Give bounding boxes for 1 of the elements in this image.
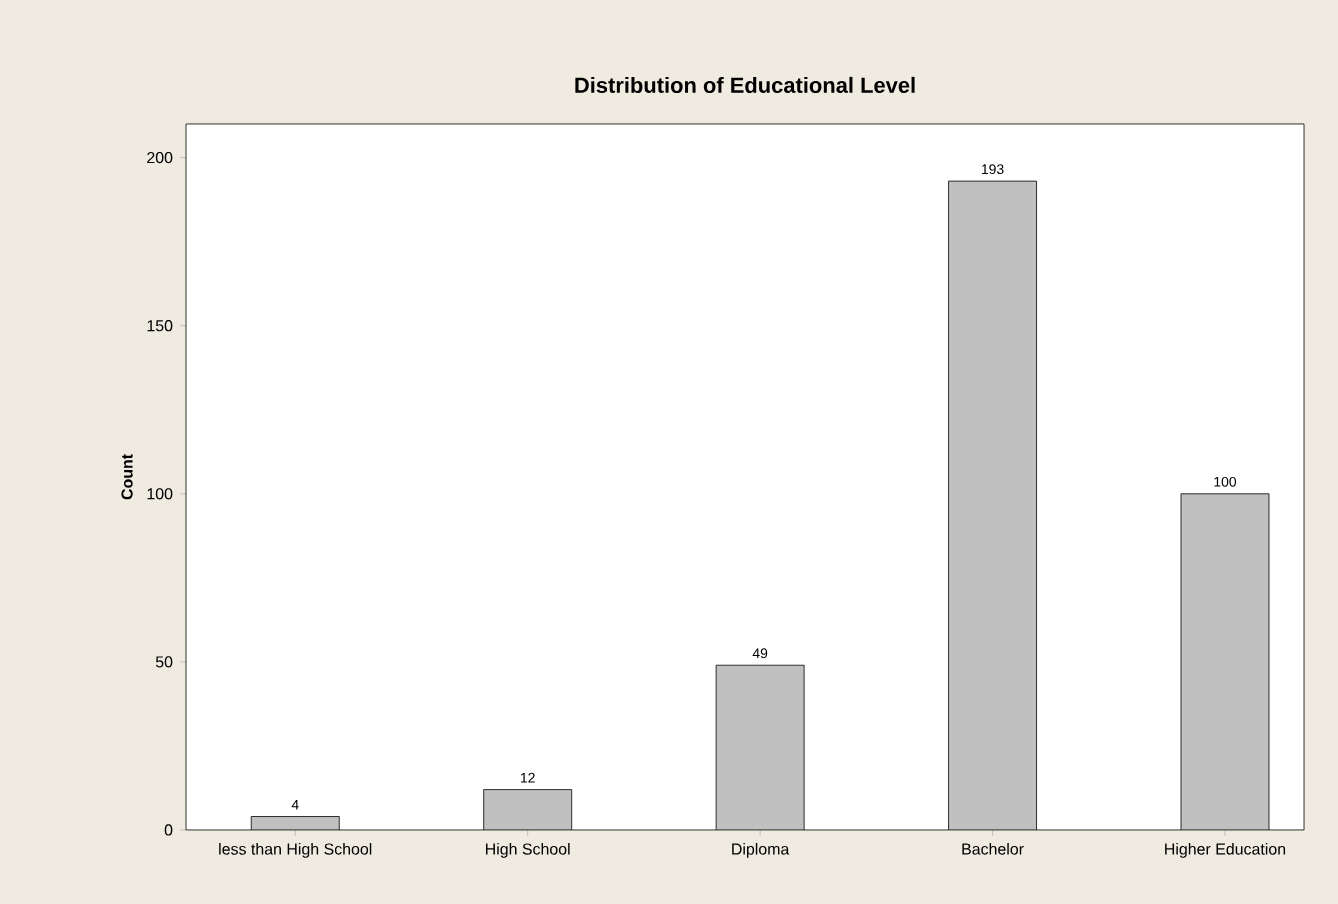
chart-title: Distribution of Educational Level (575, 76, 915, 93)
